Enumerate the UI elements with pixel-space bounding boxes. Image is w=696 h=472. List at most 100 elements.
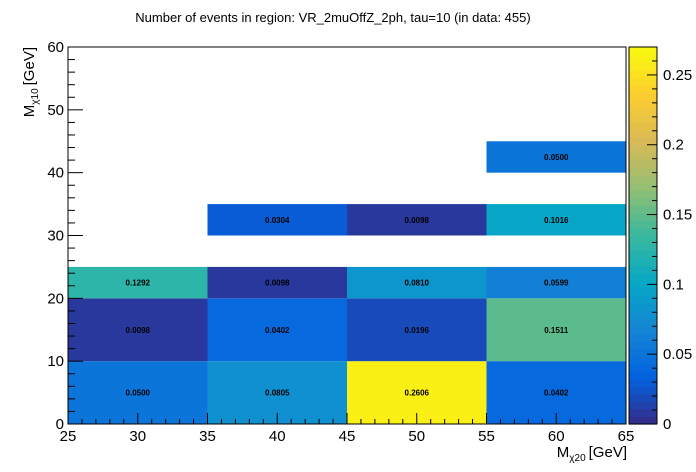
color-scale-swatch bbox=[629, 160, 657, 169]
y-tick-label: 50 bbox=[47, 102, 64, 119]
color-scale-swatch bbox=[629, 378, 657, 387]
color-scale-swatch bbox=[629, 235, 657, 244]
color-scale-bar bbox=[629, 47, 657, 425]
y-axis-title-main: M bbox=[21, 105, 38, 118]
color-scale-swatch bbox=[629, 227, 657, 237]
x-tick-label: 50 bbox=[408, 428, 425, 445]
color-scale-swatch bbox=[629, 303, 657, 312]
x-axis-title: Mχ20 [GeV] bbox=[557, 444, 627, 464]
color-scale-swatch bbox=[629, 107, 657, 116]
cell-value-label: 0.0402 bbox=[544, 389, 569, 398]
color-scale-swatch bbox=[629, 288, 657, 297]
y-axis-title-unit: [GeV] bbox=[21, 47, 38, 85]
color-scale-swatch bbox=[629, 371, 657, 380]
x-axis-title-main: M bbox=[557, 444, 570, 461]
color-scale-swatch bbox=[629, 54, 657, 63]
cell-value-label: 0.0402 bbox=[265, 326, 290, 335]
y-tick-label: 40 bbox=[47, 165, 64, 182]
color-scale-ticks: 0 0.05 0.1 0.15 0.2 0.25 bbox=[647, 46, 692, 433]
color-scale-swatch bbox=[629, 190, 657, 199]
color-scale-swatch bbox=[629, 62, 657, 71]
color-scale-swatch bbox=[629, 325, 657, 335]
cell-value-label: 0.1292 bbox=[126, 279, 151, 288]
cell-value-label: 0.0304 bbox=[265, 216, 290, 225]
cell-value-label: 0.0098 bbox=[126, 326, 151, 335]
x-tick-label: 55 bbox=[478, 428, 495, 445]
color-scale-swatch bbox=[629, 363, 657, 372]
cell-value-label: 0.0196 bbox=[405, 326, 430, 335]
color-scale-swatch bbox=[629, 393, 657, 402]
color-scale-tick-label: 0 bbox=[663, 416, 671, 433]
heatmap-cell bbox=[486, 141, 626, 173]
color-scale-swatch bbox=[629, 47, 657, 56]
color-scale-swatch bbox=[629, 205, 657, 214]
y-tick-label: 10 bbox=[47, 353, 64, 370]
color-scale-swatch bbox=[629, 318, 657, 327]
color-scale-swatch bbox=[629, 386, 657, 395]
x-tick-label: 25 bbox=[60, 428, 77, 445]
cell-value-label: 0.1511 bbox=[544, 326, 569, 335]
color-scale-swatch bbox=[629, 250, 657, 259]
chart-title: Number of events in region: VR_2muOffZ_2… bbox=[135, 10, 530, 25]
color-scale-swatch bbox=[629, 401, 657, 410]
heatmap-cell bbox=[207, 298, 347, 362]
color-scale-swatch bbox=[629, 273, 657, 282]
y-axis-ticks: 0 10 20 30 40 50 60 bbox=[47, 39, 83, 433]
y-tick-label: 20 bbox=[47, 290, 64, 307]
color-scale-swatch bbox=[629, 348, 657, 357]
color-scale-swatch bbox=[629, 295, 657, 304]
color-scale-swatch bbox=[629, 220, 657, 229]
color-scale-swatch bbox=[629, 356, 657, 365]
cell-value-label: 0.0810 bbox=[405, 279, 430, 288]
cell-value-label: 0.0805 bbox=[265, 389, 290, 398]
heatmap-cells bbox=[68, 141, 626, 424]
color-scale-swatch bbox=[629, 167, 657, 176]
x-axis-title-sub: χ20 bbox=[569, 453, 586, 464]
color-scale-swatch bbox=[629, 77, 657, 86]
x-tick-label: 40 bbox=[269, 428, 286, 445]
x-tick-label: 45 bbox=[339, 428, 356, 445]
x-tick-label: 65 bbox=[618, 428, 635, 445]
heatmap-cell bbox=[68, 298, 208, 362]
heatmap-cell bbox=[68, 266, 208, 299]
color-scale-swatch bbox=[629, 258, 657, 267]
color-scale-swatch bbox=[629, 197, 657, 206]
color-scale-swatch bbox=[629, 84, 657, 93]
color-scale-tick-label: 0.2 bbox=[663, 137, 684, 154]
color-scale-tick-label: 0.25 bbox=[663, 67, 692, 84]
color-scale-swatch bbox=[629, 137, 657, 146]
color-scale-swatch bbox=[629, 333, 657, 342]
color-scale-swatch bbox=[629, 92, 657, 101]
y-tick-label: 60 bbox=[47, 39, 64, 56]
heatmap-cell bbox=[347, 204, 487, 236]
x-tick-label: 60 bbox=[548, 428, 565, 445]
x-axis-title-unit: [GeV] bbox=[589, 444, 627, 461]
cell-value-label: 0.0500 bbox=[544, 153, 569, 162]
heatmap-cell bbox=[347, 266, 487, 299]
y-tick-label: 30 bbox=[47, 228, 64, 245]
color-scale-swatch bbox=[629, 99, 657, 108]
heatmap-cell bbox=[207, 266, 347, 299]
cell-value-label: 0.0098 bbox=[405, 216, 430, 225]
color-scale-swatch bbox=[629, 212, 657, 222]
cell-value-label: 0.0098 bbox=[265, 279, 290, 288]
cell-value-label: 0.1016 bbox=[544, 216, 569, 225]
color-scale-swatch bbox=[629, 122, 657, 131]
color-scale-swatch bbox=[629, 145, 657, 154]
cell-value-label: 0.2606 bbox=[405, 389, 430, 398]
heatmap-cell bbox=[486, 298, 626, 362]
color-scale-frame bbox=[628, 46, 658, 425]
cell-value-label: 0.0599 bbox=[544, 279, 569, 288]
heatmap-cell bbox=[347, 298, 487, 362]
color-scale-swatch bbox=[629, 182, 657, 191]
y-tick-label: 0 bbox=[56, 416, 64, 433]
color-scale-swatch bbox=[629, 310, 657, 320]
color-scale-tick-label: 0.05 bbox=[663, 346, 692, 363]
color-scale-tick-label: 0.1 bbox=[663, 276, 684, 293]
color-scale-tick-label: 0.15 bbox=[663, 207, 692, 224]
color-scale-swatch bbox=[629, 152, 657, 161]
color-scale-swatch bbox=[629, 175, 657, 184]
color-scale-swatch bbox=[629, 416, 657, 425]
color-scale-swatch bbox=[629, 408, 657, 418]
